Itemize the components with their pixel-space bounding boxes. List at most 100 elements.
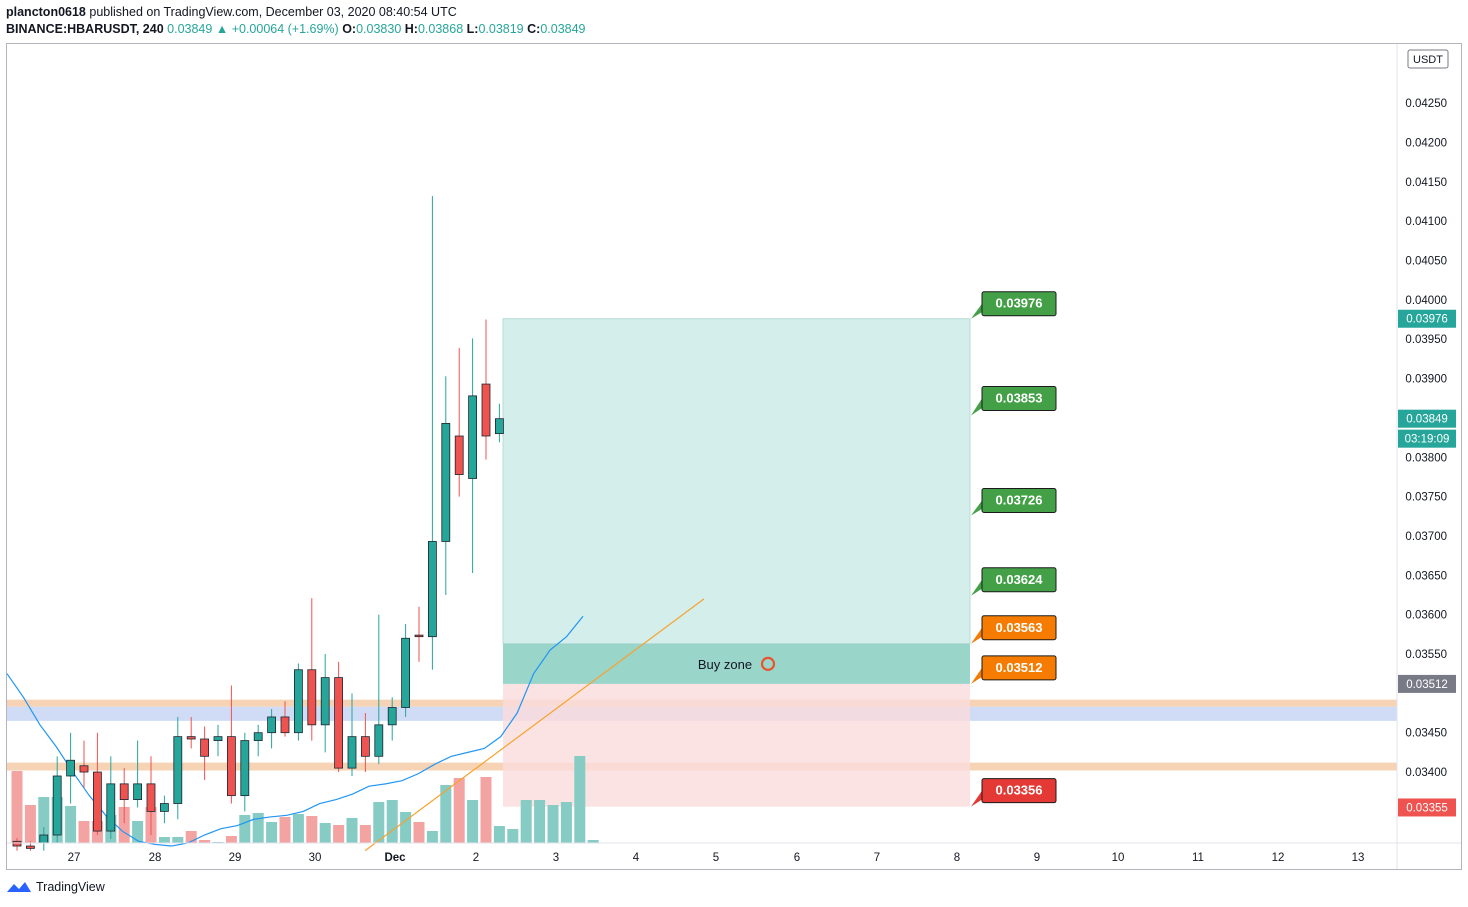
time-tick: 3 bbox=[553, 852, 559, 864]
callout-box bbox=[981, 615, 1057, 641]
time-tick: Dec bbox=[384, 852, 406, 864]
candle-body bbox=[468, 395, 478, 479]
candle bbox=[226, 685, 236, 804]
volume-bar bbox=[266, 822, 278, 843]
candle bbox=[93, 732, 102, 836]
volume-bar bbox=[467, 800, 479, 843]
open-label: O: bbox=[342, 22, 357, 36]
buy-zone bbox=[503, 643, 970, 684]
candle bbox=[52, 756, 62, 843]
symbol-name: BINANCE:HBARUSDT, 240 bbox=[6, 22, 164, 36]
level-callout: 0.03512 bbox=[971, 655, 1057, 684]
volume-bar bbox=[333, 825, 345, 843]
candle-body bbox=[93, 771, 102, 832]
volume-bar bbox=[346, 818, 358, 843]
candle-body bbox=[414, 634, 424, 638]
level-callout: 0.03563 bbox=[971, 615, 1057, 644]
candle bbox=[468, 338, 478, 573]
candle-body bbox=[25, 845, 35, 849]
price-tick: 0.04150 bbox=[1405, 177, 1447, 189]
candle bbox=[66, 732, 75, 804]
candle bbox=[159, 795, 169, 824]
volume-bar bbox=[440, 785, 452, 843]
price-tick: 0.03700 bbox=[1405, 531, 1447, 543]
chart-frame[interactable] bbox=[6, 43, 1462, 870]
candle-body bbox=[360, 736, 370, 757]
up-arrow-icon: ▲ bbox=[215, 22, 229, 36]
axis-price-marker: 0.03355 bbox=[1398, 798, 1456, 817]
price-tick: 0.03400 bbox=[1405, 767, 1447, 779]
volume-bar bbox=[480, 777, 492, 843]
tradingview-brand[interactable]: TradingView bbox=[6, 880, 105, 894]
volume-bar bbox=[386, 800, 398, 843]
price-axis: 0.04250 0.04200 0.04150 0.04100 0.04050 0.040… bbox=[1396, 44, 1456, 869]
callout-text: 0.03726 bbox=[996, 492, 1043, 507]
currency-text: USDT bbox=[1413, 54, 1443, 66]
price-tick: 0.03800 bbox=[1405, 452, 1447, 464]
axis-marker-text: 0.03355 bbox=[1406, 802, 1448, 814]
trend-line bbox=[364, 598, 705, 852]
candle-body bbox=[374, 724, 384, 757]
volume-bar bbox=[292, 814, 304, 843]
price-tick: 0.04250 bbox=[1405, 98, 1447, 110]
candle bbox=[414, 606, 424, 662]
candle-body bbox=[481, 383, 491, 437]
time-axis: 27 28 29 30 Dec 2 3 4 5 6 7 8 9 10 11 12 13 bbox=[7, 842, 1461, 864]
candle bbox=[374, 614, 384, 765]
axis-marker-text: 03:19:09 bbox=[1405, 434, 1450, 446]
candle-body bbox=[454, 435, 464, 475]
shrimp-icon bbox=[760, 656, 776, 671]
symbol-info: BINANCE:HBARUSDT, 240 0.03849 ▲ +0.00064… bbox=[6, 22, 586, 36]
axis-marker-text: 0.03976 bbox=[1406, 314, 1448, 326]
candle bbox=[360, 713, 370, 773]
callout-text: 0.03356 bbox=[996, 783, 1043, 798]
candle-body bbox=[200, 738, 210, 757]
candle-body bbox=[347, 736, 357, 769]
candle bbox=[119, 768, 129, 824]
callout-box bbox=[981, 291, 1057, 317]
candle bbox=[387, 697, 397, 741]
candle bbox=[253, 724, 263, 757]
volume-bar bbox=[38, 797, 50, 843]
callout-box bbox=[981, 487, 1057, 513]
candle bbox=[146, 756, 156, 836]
time-tick: 6 bbox=[794, 852, 800, 864]
callout-text: 0.03976 bbox=[996, 296, 1043, 311]
candle-body bbox=[253, 732, 263, 741]
last-price: 0.03849 bbox=[167, 22, 213, 36]
candle-body bbox=[39, 834, 49, 844]
volume-bar bbox=[426, 831, 438, 843]
candle-body bbox=[66, 759, 75, 777]
candle-body bbox=[240, 740, 250, 797]
candle bbox=[186, 716, 196, 749]
candle-body bbox=[334, 677, 344, 769]
buy-zone-label: Buy zone bbox=[698, 657, 752, 672]
volume-bar bbox=[534, 800, 546, 843]
candle-body bbox=[119, 783, 129, 800]
candle-body bbox=[213, 736, 223, 741]
close-value: 0.03849 bbox=[540, 22, 586, 36]
level-callout: 0.03356 bbox=[971, 778, 1057, 807]
volume-bar bbox=[587, 840, 599, 843]
volume-bar bbox=[185, 831, 197, 843]
time-tick: 4 bbox=[633, 852, 640, 864]
candle-body bbox=[146, 783, 156, 812]
volume-bar bbox=[11, 771, 23, 843]
stop-loss-zone bbox=[503, 683, 970, 807]
price-tick: 0.04200 bbox=[1405, 137, 1447, 149]
callout-text: 0.03563 bbox=[996, 620, 1043, 635]
candle bbox=[454, 347, 464, 497]
candle bbox=[441, 376, 451, 595]
time-tick: 9 bbox=[1034, 852, 1040, 864]
target-zone bbox=[502, 318, 971, 645]
time-tick: 8 bbox=[954, 852, 960, 864]
candle-body bbox=[226, 736, 236, 797]
time-tick: 13 bbox=[1352, 852, 1365, 864]
candle bbox=[494, 403, 504, 443]
candle bbox=[133, 740, 143, 808]
candle-body bbox=[441, 423, 451, 542]
volume-bar bbox=[574, 756, 586, 843]
author-name[interactable]: plancton0618 bbox=[6, 5, 86, 19]
candle bbox=[320, 654, 330, 753]
